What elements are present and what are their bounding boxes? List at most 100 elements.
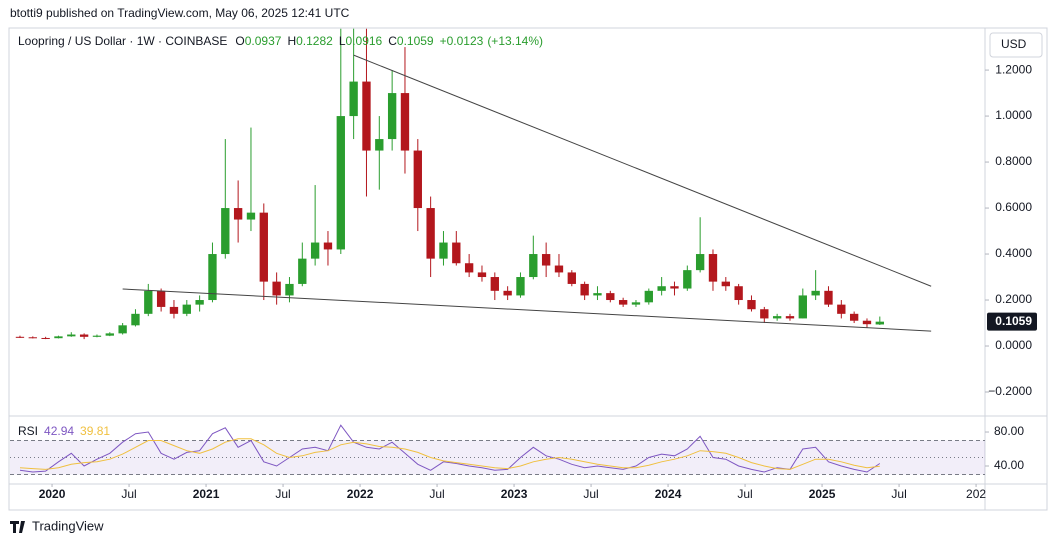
candle-body (233, 208, 243, 220)
x-tick-label: 2023 (501, 487, 528, 501)
candle-body (798, 295, 807, 319)
ohlc-label: O (235, 34, 244, 48)
trendline (122, 288, 932, 332)
candle-body (246, 212, 256, 220)
candle-body (670, 286, 679, 289)
brand: TradingView (32, 518, 104, 533)
publisher: btotti9 published on TradingView.com, Ma… (10, 6, 350, 20)
candle-body (760, 309, 769, 319)
x-tick-label: Jul (121, 487, 136, 501)
change: +0.0123 (440, 34, 484, 48)
y-tick-label: 1.2000 (995, 62, 1032, 76)
candle-body (721, 281, 730, 287)
candle-body (298, 258, 307, 284)
x-tick-label: Jul (583, 487, 598, 501)
ohlc-label: H (287, 34, 296, 48)
frame (8, 27, 1048, 511)
candle-body (849, 313, 859, 321)
rsi-legend-value: 42.94 (44, 424, 74, 438)
candle-body (593, 293, 602, 296)
candle-body (144, 290, 153, 314)
candle-body (439, 242, 448, 259)
candle-body (336, 116, 345, 250)
candle-body (631, 302, 641, 305)
candle-body (490, 277, 499, 291)
candle-body (837, 304, 846, 314)
currency-box[interactable] (989, 32, 1043, 58)
candle-body (169, 306, 179, 314)
price-tag-label: 0.1059 (995, 314, 1032, 328)
candle-body (606, 293, 615, 301)
y-tick-label: 0.4000 (995, 246, 1032, 260)
x-tick-label: 202 (966, 487, 986, 501)
y-tick-label: 0.8000 (995, 154, 1032, 168)
rsi-line (19, 424, 881, 473)
candle-body (862, 320, 872, 325)
candle-body (92, 335, 102, 337)
candle-body (310, 242, 320, 259)
y-tick-label: 1.0000 (995, 108, 1032, 122)
candle-body (452, 242, 461, 264)
candle-body (464, 263, 474, 273)
x-tick-label: Jul (737, 487, 752, 501)
y-tick-label: −0.2000 (988, 384, 1032, 398)
candle-body (734, 286, 743, 301)
x-tick-label: 2022 (347, 487, 374, 501)
ohlc-value: 0.0937 (245, 34, 282, 48)
candle-body (426, 208, 435, 259)
y-tick-label: 0.0000 (995, 338, 1032, 352)
candle-body (41, 337, 50, 339)
ohlc-label: L (339, 34, 346, 48)
candle-body (554, 265, 564, 273)
candle-body (747, 300, 756, 310)
x-tick-label: 2024 (655, 487, 682, 501)
axes: 1.2000 1.0000 0.8000 0.6000 0.4000 0.2000 0.00… (39, 62, 1037, 501)
candle-body (15, 336, 25, 338)
candle-body (349, 81, 358, 117)
price-tag (987, 312, 1037, 331)
rsi-y-tick-label: 80.00 (994, 424, 1024, 438)
candle-body (683, 270, 692, 289)
candle-body (131, 313, 140, 326)
candle-body (477, 272, 487, 278)
x-tick-label: Jul (275, 487, 290, 501)
candle-body (118, 325, 127, 334)
ohlc-value: 0.0916 (346, 34, 383, 48)
change-pct: (+13.14%) (487, 34, 543, 48)
x-tick-label: Jul (429, 487, 444, 501)
candle-body (567, 272, 576, 284)
candle-body (413, 150, 422, 209)
y-tick-label: 0.6000 (995, 200, 1032, 214)
candle-body (67, 334, 76, 337)
candle-body (811, 290, 820, 296)
x-tick-label: 2020 (39, 487, 66, 501)
candle-body (79, 334, 89, 337)
candle-body (105, 333, 114, 336)
rsi-pane (10, 424, 985, 476)
rsi-y-tick-label: 40.00 (994, 458, 1024, 472)
candle-body (644, 290, 653, 303)
x-tick-label: 2025 (809, 487, 836, 501)
candle-body (272, 281, 281, 296)
candle-body (323, 242, 333, 250)
candle-body (156, 290, 166, 307)
candle-body (580, 283, 589, 296)
rsi-ma-line (19, 438, 880, 470)
candle-body (516, 277, 525, 296)
candle-body (785, 316, 795, 319)
candle-body (375, 139, 384, 151)
ohlc-label: C (388, 34, 397, 48)
x-tick-label: Jul (891, 487, 906, 501)
symbol-title: Loopring / US Dollar · 1W · COINBASE (18, 34, 227, 48)
y-tick-label: 0.2000 (995, 292, 1032, 306)
candle-body (772, 316, 782, 319)
ohlc-value: 0.1282 (296, 34, 333, 48)
candle-body (824, 290, 833, 305)
candle-body (362, 81, 371, 151)
candle-body (541, 254, 551, 266)
candle-body (657, 286, 666, 291)
candle-body (529, 254, 538, 278)
legend: Loopring / US Dollar · 1W · COINBASE O0.0… (18, 34, 543, 48)
